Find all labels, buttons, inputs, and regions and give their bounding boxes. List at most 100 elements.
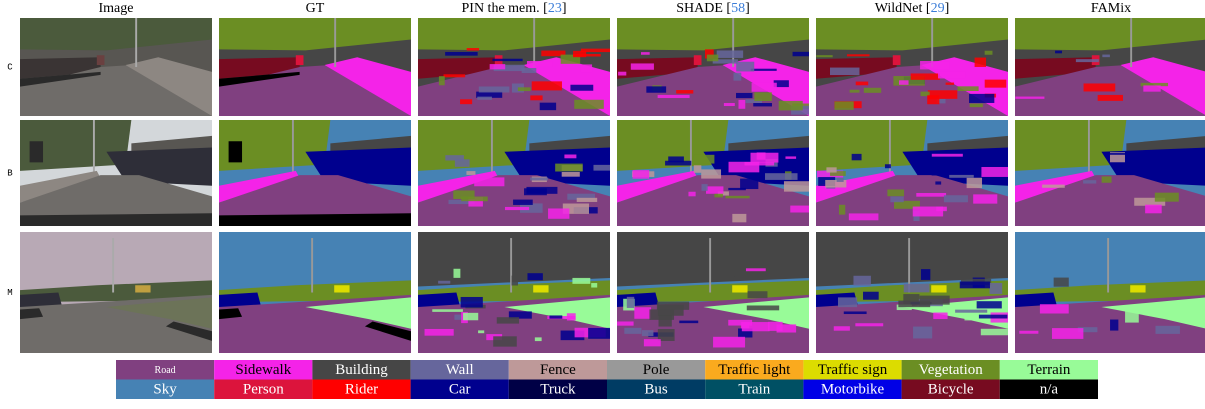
noise-blob [641, 52, 650, 55]
region [1107, 238, 1109, 292]
noise-blob [816, 55, 832, 57]
noise-blob [838, 297, 857, 307]
noise-blob [916, 193, 946, 197]
noise-blob [532, 81, 562, 90]
segmentation-image [816, 232, 1012, 353]
segmentation-image [418, 120, 617, 226]
legend-label: Car [449, 382, 471, 398]
noise-blob [751, 69, 777, 71]
noise-blob [644, 339, 661, 346]
noise-blob [443, 74, 465, 77]
legend-label: n/a [1040, 382, 1059, 398]
region [1088, 120, 1090, 173]
region [135, 18, 137, 67]
segmentation-image [1015, 232, 1205, 353]
header-part: Image [99, 1, 134, 16]
noise-blob [826, 167, 836, 172]
region [533, 18, 535, 67]
noise-blob [757, 152, 766, 159]
noise-blob [911, 73, 940, 79]
region [311, 238, 313, 292]
noise-blob [581, 49, 611, 52]
noise-blob [642, 330, 654, 336]
legend-label: Person [243, 382, 284, 398]
segmentation-image [816, 120, 1013, 226]
region [931, 18, 933, 67]
region [93, 120, 95, 173]
noise-blob [555, 164, 583, 172]
legend-label: Wall [446, 362, 474, 378]
noise-blob [492, 59, 522, 61]
noise-blob [837, 177, 844, 181]
noise-blob [549, 315, 562, 318]
header-part: PIN the mem. [ [462, 1, 549, 16]
noise-blob [530, 95, 542, 100]
legend-label: Sky [153, 382, 177, 398]
segmentation-image [617, 120, 814, 226]
noise-blob [461, 297, 483, 308]
segmentation-image [1015, 18, 1205, 116]
noise-blob [713, 337, 745, 348]
noise-blob [1155, 193, 1179, 202]
noise-blob [935, 181, 941, 184]
noise-blob [1110, 153, 1131, 155]
region [20, 213, 212, 226]
noise-blob [1156, 326, 1180, 334]
header-part: FAMix [1091, 1, 1131, 16]
noise-blob [445, 52, 478, 56]
segmentation-image [617, 18, 819, 116]
noise-blob [627, 297, 634, 308]
noise-blob [1110, 320, 1118, 331]
noise-blob [864, 88, 881, 93]
noise-blob [752, 83, 777, 92]
noise-blob [946, 83, 954, 85]
noise-blob [562, 172, 580, 177]
noise-blob [790, 206, 814, 213]
noise-blob [850, 90, 860, 93]
noise-blob [899, 80, 909, 84]
noise-blob [1055, 51, 1062, 54]
header-part: 23 [548, 1, 562, 16]
noise-blob [497, 317, 519, 323]
noise-blob [927, 95, 939, 104]
noise-blob [617, 321, 634, 325]
noise-blob [505, 207, 529, 210]
legend-label: Sidewalk [235, 362, 291, 378]
noise-blob [445, 155, 464, 160]
noise-blob [834, 101, 853, 109]
segmentation-image [219, 18, 411, 116]
noise-blob [847, 54, 870, 56]
legend-label: Motorbike [821, 382, 885, 398]
noise-blob [513, 200, 533, 205]
noise-blob [989, 283, 1002, 294]
noise-blob [753, 103, 772, 106]
noise-blob [591, 283, 597, 288]
noise-blob [1102, 176, 1112, 182]
header-part: WildNet [ [875, 1, 931, 16]
noise-blob [679, 321, 698, 324]
noise-blob [830, 68, 859, 76]
noise-blob [530, 177, 548, 180]
noise-blob [1145, 205, 1162, 214]
noise-blob [1083, 180, 1096, 183]
column-header: GT [306, 1, 325, 16]
legend-label: Traffic light [718, 362, 791, 378]
noise-blob [1084, 83, 1116, 91]
noise-blob [518, 87, 531, 91]
noise-blob [574, 100, 604, 109]
noise-blob [567, 313, 576, 320]
segmentation-image [20, 120, 212, 226]
noise-blob [853, 276, 870, 286]
legend-label: Bicycle [928, 382, 974, 398]
noise-blob [581, 64, 592, 72]
noise-blob [913, 327, 932, 339]
segmentation-image [219, 120, 411, 226]
noise-blob [921, 269, 930, 280]
noise-blob [527, 273, 542, 280]
noise-blob [736, 62, 754, 72]
noise-blob [977, 301, 1002, 308]
region [334, 18, 336, 67]
noise-blob [967, 178, 982, 188]
noise-blob [747, 305, 779, 310]
noise-blob [707, 55, 718, 62]
